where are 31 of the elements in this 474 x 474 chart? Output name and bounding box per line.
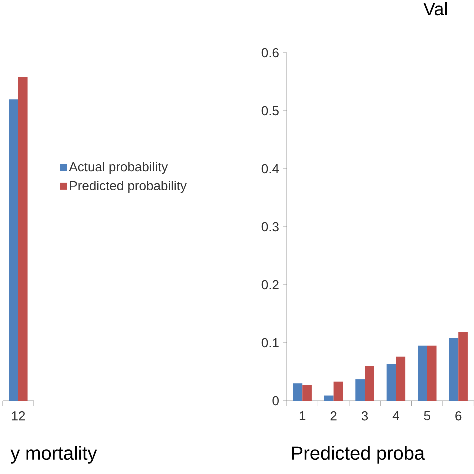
y-tick-label: 0.1 [262, 338, 279, 348]
y-tick-label: 0.4 [262, 164, 280, 174]
legend-label: Actual probability [69, 162, 168, 174]
bar [386, 364, 396, 401]
bar [458, 332, 468, 401]
bar [356, 380, 366, 401]
x-tick-label: 2 [330, 412, 337, 421]
x-axis-title: Predicted proba [292, 446, 426, 464]
x-tick-label: 1 [300, 412, 306, 420]
x-axis-title: y mortality [10, 446, 98, 464]
x-tick-label: 12 [12, 412, 26, 421]
x-tick-label: 6 [456, 412, 462, 421]
x-tick-label: 5 [424, 412, 430, 421]
bar [418, 346, 428, 401]
y-tick-label: 0.2 [262, 280, 279, 290]
bar [324, 396, 334, 401]
legend-label: Predicted probability [70, 180, 187, 194]
x-tick-label: 3 [362, 412, 368, 421]
y-tick-label: 0 [272, 396, 279, 406]
bar [293, 384, 303, 401]
bar [302, 385, 312, 401]
bar [365, 366, 374, 401]
y-tick-label: 0.6 [262, 48, 279, 58]
chart-title: Val [424, 2, 448, 16]
y-tick-label: 0.5 [262, 106, 279, 116]
bar [396, 356, 406, 401]
x-tick-label: 4 [392, 412, 400, 420]
bar [334, 382, 344, 401]
bar [427, 346, 437, 401]
bar [449, 338, 459, 401]
y-tick-label: 0.3 [262, 222, 279, 232]
